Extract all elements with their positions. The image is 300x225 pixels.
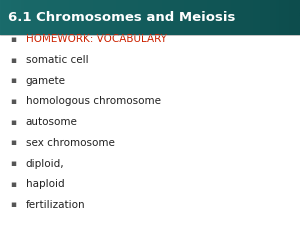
Text: homologous chromosome: homologous chromosome bbox=[26, 97, 160, 106]
Text: ▪: ▪ bbox=[11, 180, 16, 189]
Text: ▪: ▪ bbox=[11, 159, 16, 168]
Text: ▪: ▪ bbox=[11, 56, 16, 65]
Text: diploid,: diploid, bbox=[26, 159, 64, 169]
Text: HOMEWORK: VOCABULARY: HOMEWORK: VOCABULARY bbox=[26, 34, 166, 44]
Text: ▪: ▪ bbox=[11, 118, 16, 127]
Text: sex chromosome: sex chromosome bbox=[26, 138, 114, 148]
Text: 6.1 Chromosomes and Meiosis: 6.1 Chromosomes and Meiosis bbox=[8, 11, 235, 24]
Text: somatic cell: somatic cell bbox=[26, 55, 88, 65]
Text: ▪: ▪ bbox=[11, 138, 16, 147]
Text: gamete: gamete bbox=[26, 76, 65, 86]
Text: ▪: ▪ bbox=[11, 35, 16, 44]
Text: autosome: autosome bbox=[26, 117, 77, 127]
Text: haploid: haploid bbox=[26, 179, 64, 189]
Text: fertilization: fertilization bbox=[26, 200, 85, 210]
Text: ▪: ▪ bbox=[11, 97, 16, 106]
Text: ▪: ▪ bbox=[11, 200, 16, 209]
Text: ▪: ▪ bbox=[11, 76, 16, 85]
